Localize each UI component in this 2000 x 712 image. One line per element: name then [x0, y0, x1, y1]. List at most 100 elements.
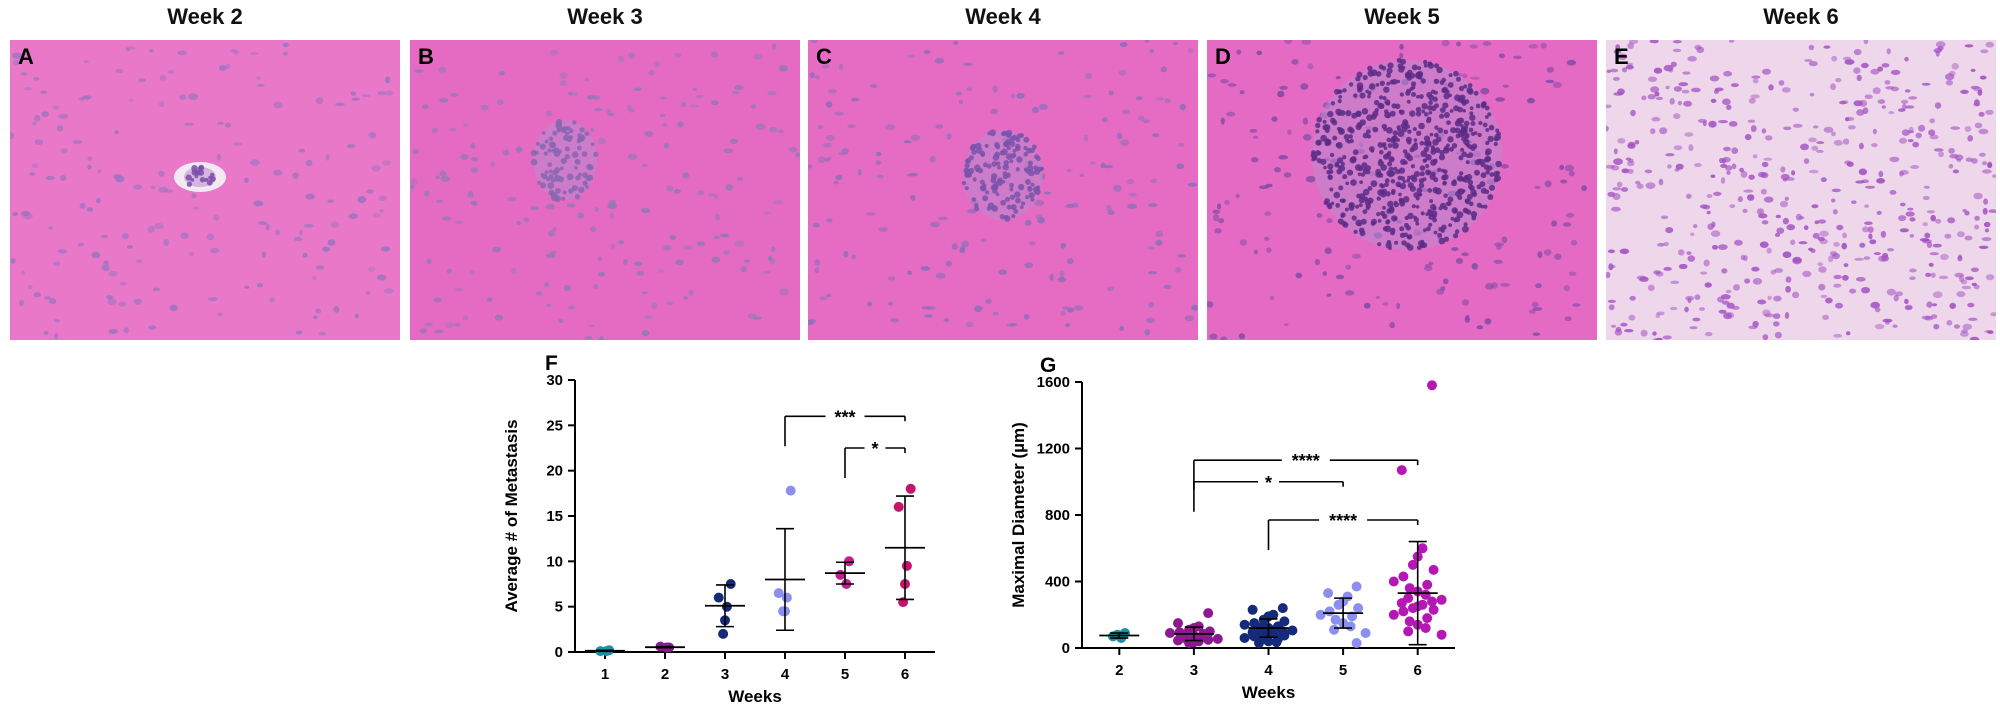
chart-g-point: [1345, 621, 1356, 632]
chart-g-point: [1398, 571, 1409, 582]
chart-g-point: [1254, 638, 1264, 648]
chart-f-point: [721, 601, 732, 612]
chart-g-point: [1407, 559, 1418, 570]
chart-g-point: [1428, 564, 1439, 575]
chart-f-point: [713, 592, 724, 603]
chart-g-point: [1184, 638, 1195, 648]
chart-g-point: [1330, 614, 1341, 625]
chart-g-x-tick-label: 2: [1115, 662, 1123, 679]
chart-g-point: [1324, 606, 1335, 617]
chart-g-point: [1323, 588, 1334, 599]
chart-f-x-tick-label: 5: [841, 666, 849, 683]
chart-f-point: [781, 592, 792, 603]
chart-g-point: [1351, 638, 1362, 648]
chart-g-sig-label: ****: [1292, 451, 1320, 471]
chart-g-point: [1422, 613, 1433, 624]
chart-g-point: [1422, 579, 1433, 590]
chart-g-point: [1407, 603, 1418, 614]
chart-g-point: [1173, 618, 1183, 629]
chart-g-panel-letter: G: [1040, 354, 1056, 377]
chart-f-point: [835, 569, 846, 580]
chart-f-x-tick-label: 4: [781, 666, 790, 683]
chart-g-point: [1287, 625, 1298, 636]
chart-f-sig-label: *: [871, 439, 878, 459]
chart-g-point: [1315, 609, 1326, 620]
chart-g-y-tick-label: 800: [1045, 507, 1070, 524]
chart-g-sig-bg: [1258, 472, 1279, 489]
chart-g-point: [1271, 637, 1282, 648]
chart-f-point: [905, 483, 916, 494]
chart-g-point: [1333, 599, 1344, 610]
chart-f-panel-letter: F: [545, 352, 558, 375]
chart-f-point: [901, 560, 912, 571]
panel-letter-d: D: [1215, 44, 1231, 69]
chart-g-x-tick-label: 4: [1264, 662, 1273, 679]
chart-g-point: [1420, 623, 1431, 633]
chart-f-y-tick-label: 0: [555, 644, 563, 661]
chart-g-y-tick-label: 400: [1045, 574, 1070, 591]
chart-f-x-tick-label: 3: [721, 666, 729, 683]
chart-f-point: [718, 628, 729, 639]
chart-f-point: [844, 556, 855, 567]
chart-g-y-axis-label: Maximal Diameter (µm): [1009, 422, 1028, 608]
chart-g-point: [1360, 628, 1371, 638]
histology-image-d: D: [1207, 40, 1597, 340]
panel-letter-a: A: [18, 44, 34, 69]
chart-f-point: [773, 588, 784, 599]
chart-f-x-tick-label: 6: [901, 666, 909, 683]
chart-f-point: [785, 485, 796, 496]
panel-title-b: Week 3: [567, 4, 643, 29]
chart-g-point: [1247, 604, 1258, 615]
chart-g-x-axis-label: Weeks: [1242, 683, 1296, 702]
chart-g-y-tick-label: 1600: [1037, 374, 1070, 391]
chart-f-y-tick-label: 10: [546, 553, 563, 570]
chart-g-point: [1404, 616, 1415, 627]
chart-g-point: [1212, 633, 1223, 644]
chart-g-x-tick-label: 6: [1414, 662, 1422, 679]
chart-f-y-tick-label: 25: [546, 417, 563, 434]
chart-g-point: [1436, 629, 1447, 640]
chart-g-point: [1404, 583, 1415, 594]
panel-title-e: Week 6: [1763, 4, 1839, 29]
chart-g-point: [1388, 609, 1399, 620]
chart-g-point: [1436, 594, 1447, 605]
chart-g-point: [1396, 465, 1407, 476]
panel-title-c: Week 4: [965, 4, 1041, 29]
chart-g-point: [1277, 603, 1288, 614]
panel-letter-b: B: [418, 44, 434, 69]
chart-g-point: [1417, 543, 1428, 554]
chart-f-y-tick-label: 5: [555, 599, 563, 616]
chart-g-sig-label: ****: [1329, 511, 1357, 531]
chart-f-sig-bg: [825, 407, 865, 424]
histology-image-c: C: [808, 40, 1198, 340]
chart-g-x-tick-label: 3: [1190, 662, 1198, 679]
chart-g-point: [1239, 633, 1250, 643]
chart-f-y-tick-label: 20: [546, 463, 563, 480]
chart-g-point: [1351, 581, 1362, 592]
chart-g-point: [1165, 628, 1175, 638]
chart-g-point: [1398, 606, 1409, 617]
chart-g-point: [1263, 636, 1274, 647]
chart-f-sig-label: ***: [834, 407, 855, 427]
chart-g-point: [1353, 603, 1364, 614]
chart-f-point: [898, 597, 909, 608]
chart-f-point: [893, 501, 904, 512]
chart-g-point: [1427, 380, 1437, 391]
chart-g-y-tick-label: 0: [1062, 640, 1070, 657]
chart-f-x-axis-label: Weeks: [728, 687, 782, 706]
chart-g-sig-label: *: [1265, 473, 1272, 493]
chart-g-point: [1427, 596, 1437, 607]
chart-g-point: [1396, 598, 1407, 609]
chart-g-point: [1403, 626, 1414, 637]
panel-letter-e: E: [1614, 44, 1629, 69]
histology-image-b: B: [410, 40, 800, 340]
chart-f-y-tick-label: 15: [546, 508, 563, 525]
chart-g-point: [1239, 619, 1250, 630]
chart-g-point: [1203, 608, 1214, 619]
chart-f-x-tick-label: 2: [661, 666, 669, 683]
chart-g-point: [1388, 576, 1399, 587]
chart-f-x-tick-label: 1: [601, 666, 609, 683]
panel-title-a: Week 2: [167, 4, 243, 29]
chart-g-point: [1173, 635, 1183, 646]
